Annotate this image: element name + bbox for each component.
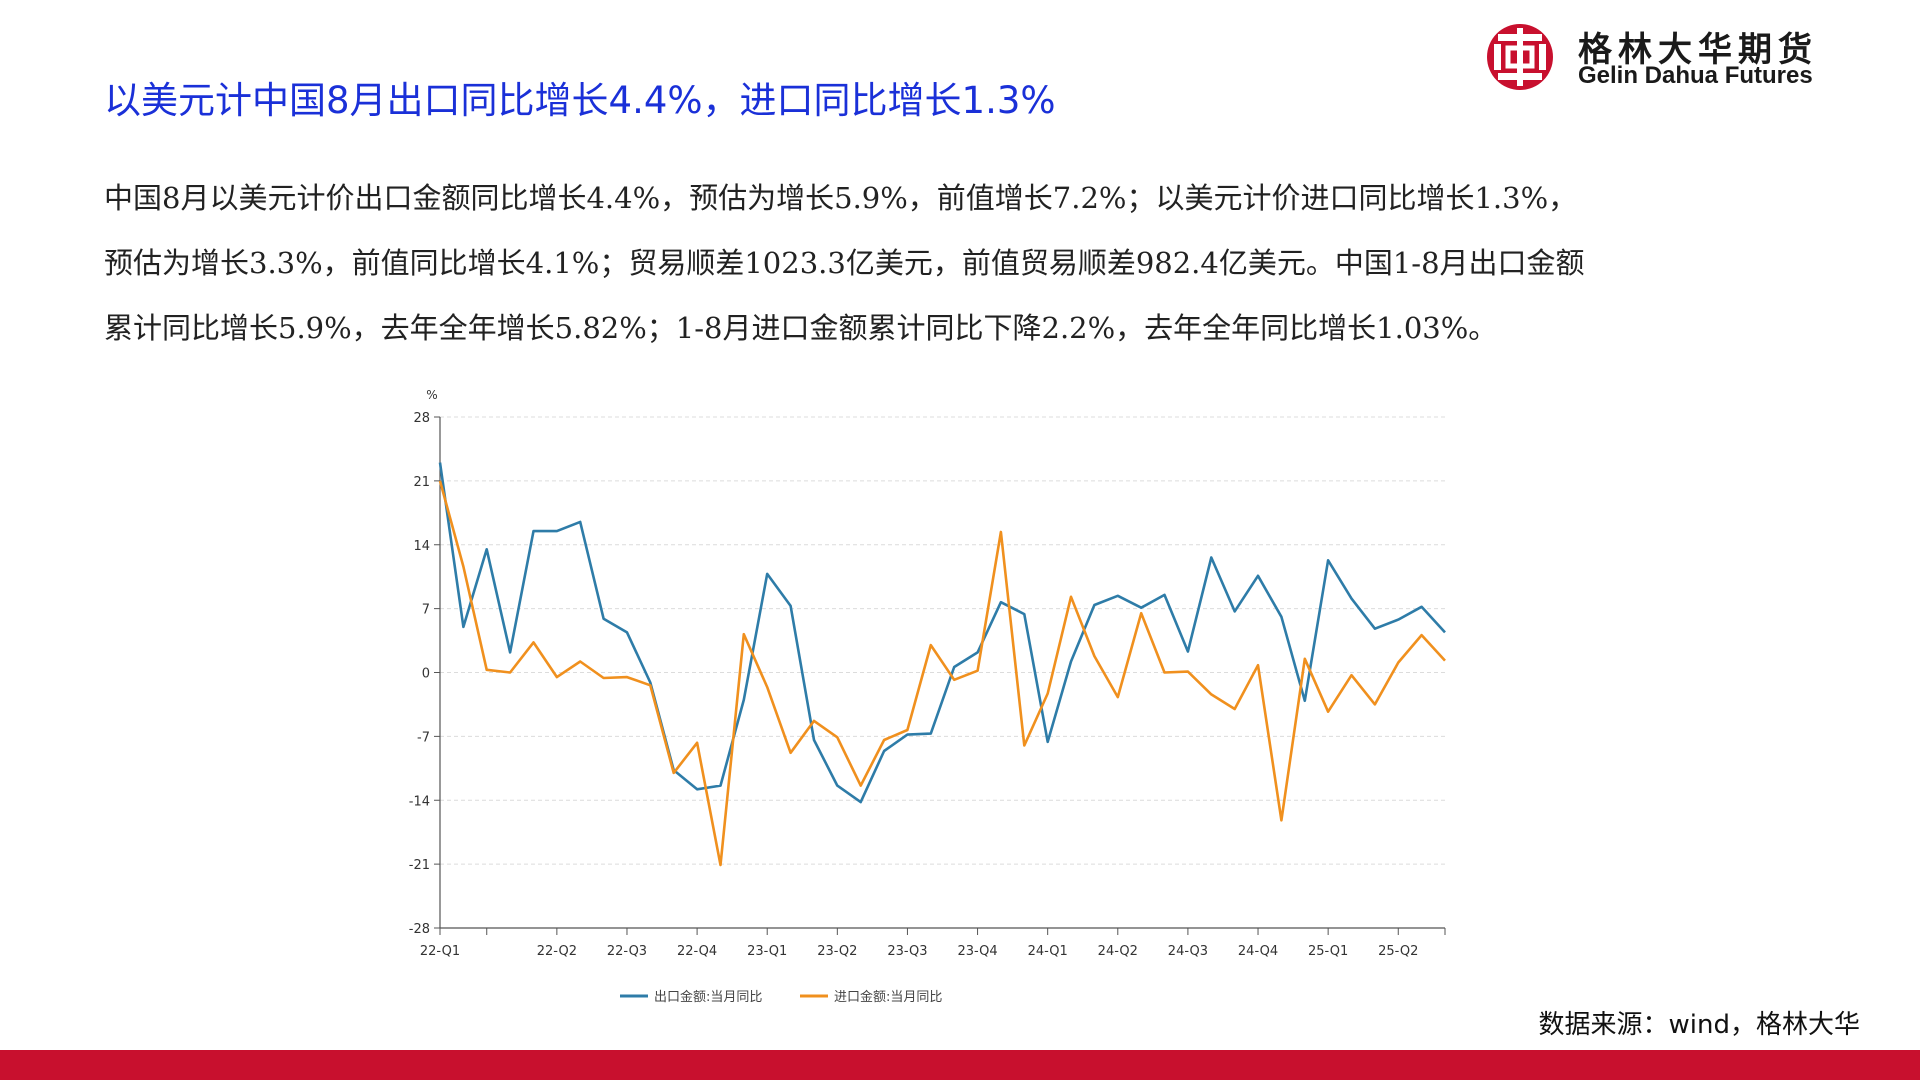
y-tick-label: -7 xyxy=(417,730,430,745)
gelin-dahua-logo-icon xyxy=(1487,24,1553,90)
x-tick-label: 25-Q1 xyxy=(1308,944,1348,959)
brand-name-en: Gelin Dahua Futures xyxy=(1578,62,1813,89)
y-tick-label: 14 xyxy=(413,539,430,554)
x-tick-label: 22-Q4 xyxy=(677,944,717,959)
y-tick-label: 0 xyxy=(422,667,430,682)
summary-line: 中国8月以美元计价出口金额同比增长4.4%，预估为增长5.9%，前值增长7.2%… xyxy=(104,181,1578,215)
brand-logo: 格林大华期货 Gelin Dahua Futures xyxy=(1478,20,1888,94)
summary-line: 累计同比增长5.9%，去年全年增长5.82%；1-8月进口金额累计同比下降2.2… xyxy=(104,311,1498,345)
footer-bar xyxy=(0,1050,1920,1080)
y-tick-label: 21 xyxy=(413,475,430,490)
x-tick-label: 24-Q2 xyxy=(1098,944,1138,959)
y-tick-label: -14 xyxy=(409,794,430,809)
page-title: 以美元计中国8月出口同比增长4.4%，进口同比增长1.3% xyxy=(104,79,1056,122)
x-tick-label: 24-Q4 xyxy=(1238,944,1278,959)
brand-name-cn: 格林大华期货 xyxy=(1578,30,1818,70)
x-tick-label: 25-Q2 xyxy=(1378,944,1418,959)
legend-label: 进口金额:当月同比 xyxy=(834,989,942,1005)
x-tick-label: 23-Q4 xyxy=(957,944,997,959)
summary-line: 预估为增长3.3%，前值同比增长4.1%；贸易顺差1023.3亿美元，前值贸易顺… xyxy=(104,246,1585,280)
x-tick-label: 23-Q2 xyxy=(817,944,857,959)
summary-text: 中国8月以美元计价出口金额同比增长4.4%，预估为增长5.9%，前值增长7.2%… xyxy=(104,166,1874,361)
x-tick-label: 22-Q3 xyxy=(607,944,647,959)
y-tick-label: -28 xyxy=(409,922,430,937)
x-tick-label: 24-Q1 xyxy=(1028,944,1068,959)
y-tick-label: -21 xyxy=(409,858,430,873)
x-tick-label: 22-Q2 xyxy=(537,944,577,959)
x-tick-label: 23-Q3 xyxy=(887,944,927,959)
y-tick-label: 28 xyxy=(413,411,430,426)
data-source-note: 数据来源：wind，格林大华 xyxy=(1538,1010,1860,1040)
y-tick-label: 7 xyxy=(422,603,430,618)
legend-label: 出口金额:当月同比 xyxy=(654,989,762,1005)
x-tick-label: 23-Q1 xyxy=(747,944,787,959)
series-line-import xyxy=(438,480,1446,867)
x-tick-label: 24-Q3 xyxy=(1168,944,1208,959)
trade-growth-line-chart: % 28 21 14 7 0 -7 -14 -21 -28 22-Q1 22-Q2 22-Q3 22-Q4… xyxy=(409,388,1446,1005)
x-tick-label: 22-Q1 xyxy=(420,944,460,959)
y-axis-unit-label: % xyxy=(426,388,437,402)
series-line-export xyxy=(438,462,1446,804)
